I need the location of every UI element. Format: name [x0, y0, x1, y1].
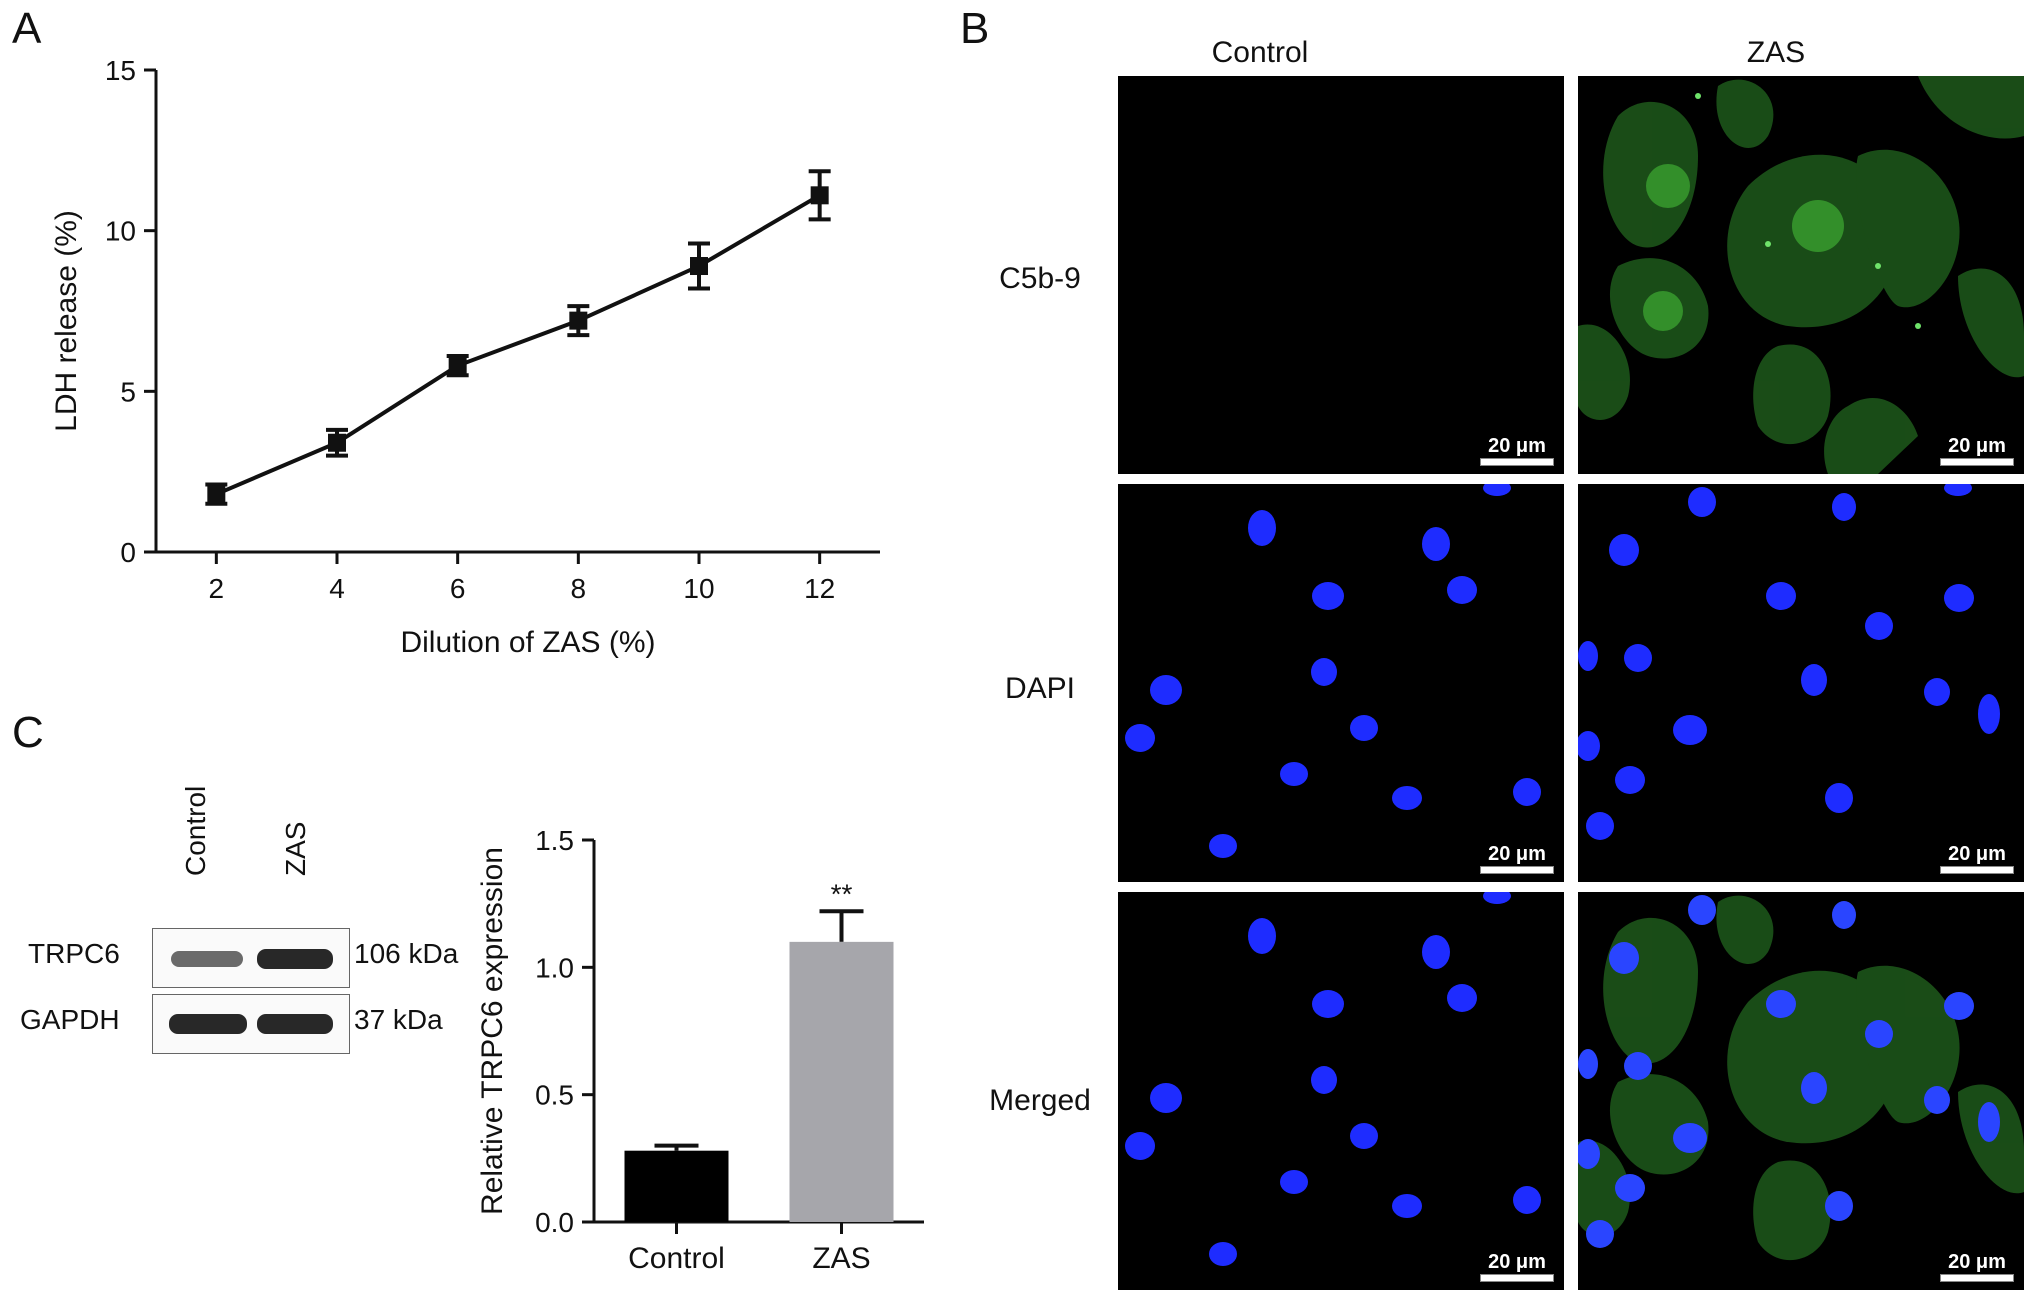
- series-line: [215, 193, 821, 496]
- blot-strip-gapdh: [152, 994, 350, 1054]
- blot-protein-gapdh: GAPDH: [20, 1004, 120, 1035]
- band-trpc6-zas: [257, 949, 333, 969]
- scale-bar: 20 μm: [1480, 1251, 1554, 1282]
- y-tick-label: 0.0: [535, 1207, 574, 1238]
- micrograph-image: [1125, 892, 1541, 1266]
- y-tick-label: 0.5: [535, 1080, 574, 1111]
- blot-size-trpc6: 106 kDa: [354, 938, 459, 969]
- x-tick-label: Control: [628, 1242, 725, 1275]
- x-tick-label: 12: [804, 573, 835, 604]
- micrograph-control-merged: 20 μm: [1118, 892, 1564, 1290]
- blot-size-gapdh: 37 kDa: [354, 1004, 443, 1035]
- micrograph-image: [1118, 76, 1564, 474]
- y-tick-label: 1.0: [535, 952, 574, 983]
- micrograph-zas-dapi: 20 μm: [1578, 484, 2024, 882]
- blot-protein-trpc6: TRPC6: [28, 938, 120, 969]
- column-title-zas: ZAS: [1746, 36, 1806, 69]
- row-label-merged: Merged: [989, 1084, 1091, 1117]
- micrograph-control-dapi: 20 μm: [1118, 484, 1564, 882]
- row-label-c5b9: C5b-9: [999, 262, 1081, 295]
- blot-strip-trpc6: [152, 928, 350, 988]
- data-point: [448, 356, 467, 375]
- y-tick-label: 5: [120, 376, 136, 407]
- trpc6-bar-chart: 0.0 0.5 1.0 1.5 Relative TRPC6 expression Con…: [476, 825, 924, 1275]
- scale-bar: 20 μm: [1940, 843, 2014, 874]
- band-trpc6-control: [171, 951, 243, 967]
- micrograph-image: [1578, 484, 2000, 840]
- micrograph-zas-merged: 20 μm: [1578, 892, 2024, 1290]
- y-axis-label: Relative TRPC6 expression: [476, 847, 509, 1215]
- micrograph-zas-c5b9: 20 μm: [1578, 76, 2024, 474]
- y-tick-label: 1.5: [535, 825, 574, 856]
- micrograph-control-c5b9: 20 μm: [1118, 76, 1564, 474]
- micrograph-image: [1578, 76, 2024, 474]
- x-tick-label: 10: [683, 573, 714, 604]
- micrograph-image: [1125, 484, 1541, 858]
- data-point: [328, 433, 346, 452]
- panel-label-c: C: [12, 708, 44, 757]
- panel-label-a: A: [12, 4, 42, 53]
- significance-marker: **: [831, 878, 853, 909]
- x-tick-label: 8: [571, 573, 587, 604]
- scale-bar: 20 μm: [1480, 435, 1554, 466]
- lane-label-control: Control: [180, 785, 211, 876]
- x-axis-label: Dilution of ZAS (%): [400, 626, 655, 659]
- scale-bar: 20 μm: [1940, 1251, 2014, 1282]
- bar-control: [624, 1150, 729, 1222]
- y-axis-label: LDH release (%): [50, 210, 83, 432]
- data-point: [690, 257, 708, 276]
- x-tick-label: 4: [329, 573, 345, 604]
- x-tick-label: ZAS: [812, 1242, 870, 1275]
- data-point: [207, 485, 226, 504]
- ldh-line-chart: 0 5 10 15 2 4 6 8 10 12 Dilution of ZAS (%) LDH rel…: [50, 55, 880, 659]
- panel-label-b: B: [960, 4, 990, 53]
- scale-bar: 20 μm: [1940, 435, 2014, 466]
- y-tick-label: 10: [105, 216, 136, 247]
- data-point: [810, 186, 829, 205]
- bar-zas: [789, 941, 894, 1222]
- x-tick-label: 6: [450, 573, 466, 604]
- data-point: [569, 311, 588, 330]
- x-tick-label: 2: [209, 573, 225, 604]
- row-label-dapi: DAPI: [1004, 672, 1076, 705]
- band-gapdh-control: [169, 1014, 247, 1034]
- y-tick-label: 15: [105, 55, 136, 86]
- scale-bar: 20 μm: [1480, 843, 1554, 874]
- y-tick-label: 0: [120, 537, 136, 568]
- micrograph-image: [1578, 895, 2024, 1261]
- column-title-control: Control: [1211, 36, 1309, 69]
- lane-label-zas: ZAS: [280, 821, 311, 876]
- band-gapdh-zas: [257, 1014, 333, 1034]
